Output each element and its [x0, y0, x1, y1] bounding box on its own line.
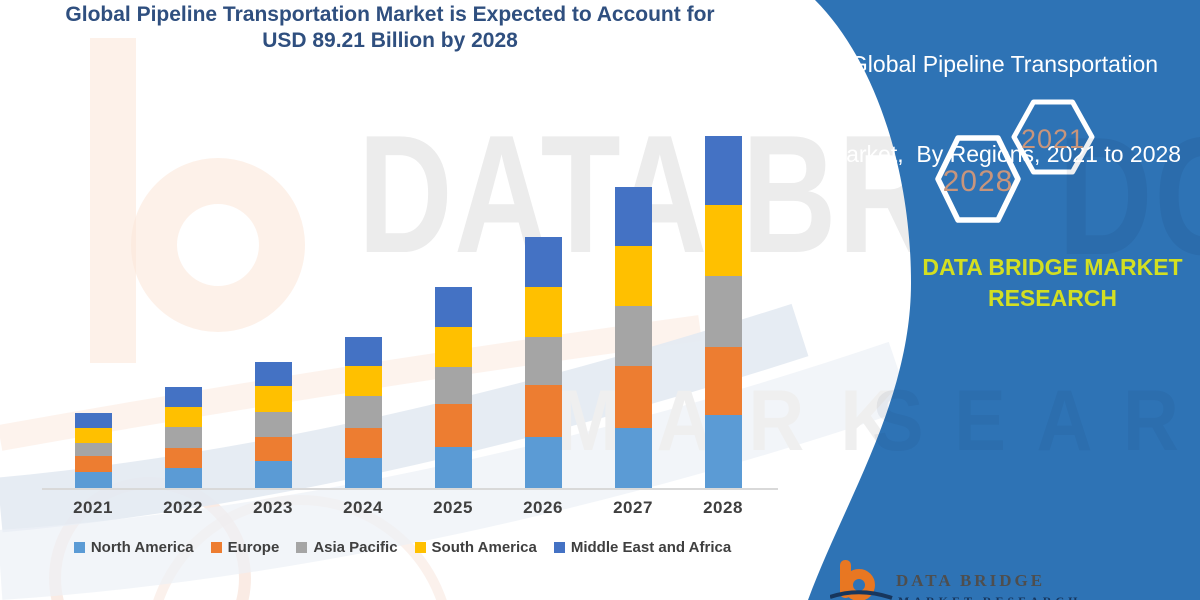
panel-title-line2: Market, By Regions, 2021 to 2028 [826, 141, 1182, 167]
main-title: Global Pipeline Transportation Market is… [40, 2, 740, 54]
footer-logo-text: DATA BRIDGE [896, 571, 1046, 590]
bar-segment-2027 [614, 246, 652, 307]
bar-segment-2027 [614, 186, 652, 247]
footer-logo: DATA BRIDGE MARKET RESEARCH [830, 558, 1110, 600]
panel-title-line1: Global Pipeline Transportation [849, 51, 1159, 77]
hexagon-2021-label: 2021 [1020, 124, 1086, 154]
panel-title: Global Pipeline Transportation Market, B… [818, 0, 1190, 229]
hexagon-2021 [1011, 99, 1095, 175]
main-title-line2: USD 89.21 Billion by 2028 [262, 29, 518, 52]
hexagon-2028 [935, 135, 1021, 223]
brand-text-line2: RESEARCH [987, 285, 1118, 311]
hexagon-2028-label: 2028 [942, 165, 1014, 198]
brand-text: DATA BRIDGE MARKET RESEARCH [880, 252, 1200, 314]
bar-segment-2028 [704, 205, 742, 277]
bar-segment-2028 [704, 136, 742, 206]
dbmr-b-icon [830, 560, 893, 600]
main-title-line1: Global Pipeline Transportation Market is… [65, 3, 715, 26]
brand-text-line1: DATA BRIDGE MARKET [922, 254, 1183, 280]
bar-segment-2026 [524, 237, 562, 287]
footer-logo-text2: MARKET RESEARCH [898, 594, 1081, 600]
